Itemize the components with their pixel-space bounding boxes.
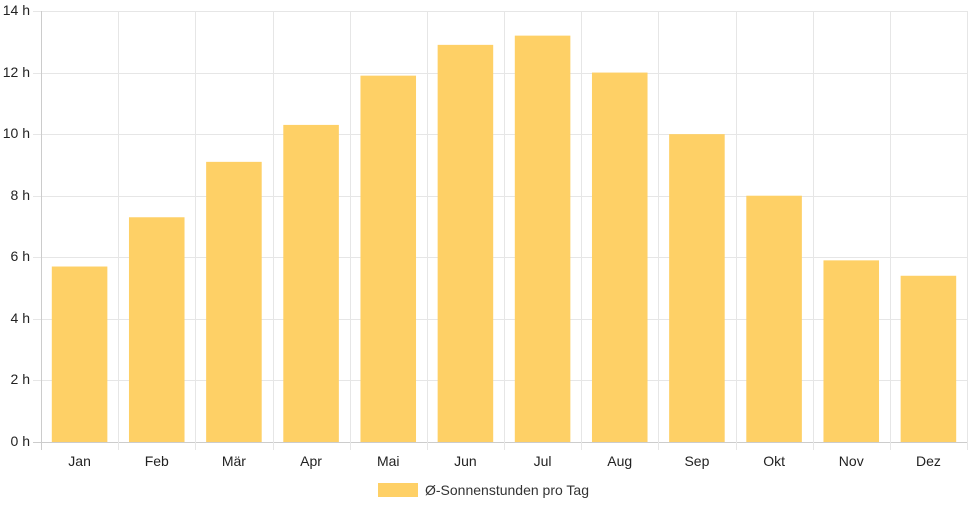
legend-label[interactable]: Ø-Sonnenstunden pro Tag — [425, 482, 589, 498]
y-tick-label: 0 h — [11, 433, 30, 449]
x-tick-label: Jun — [454, 453, 477, 469]
bar-nov[interactable] — [823, 260, 880, 442]
bar-jul[interactable] — [514, 35, 571, 442]
y-tick-label: 14 h — [3, 2, 30, 18]
bar-jun[interactable] — [437, 44, 494, 443]
x-tick-label: Jul — [534, 453, 552, 469]
x-tick-label: Jan — [68, 453, 91, 469]
grid-lines — [33, 11, 968, 450]
y-tick-label: 12 h — [3, 64, 30, 80]
legend-swatch[interactable] — [378, 483, 418, 497]
bar-jan[interactable] — [51, 266, 108, 442]
bar-apr[interactable] — [283, 124, 339, 442]
bar-sep[interactable] — [669, 134, 725, 442]
bar-aug[interactable] — [591, 72, 648, 442]
bar-dez[interactable] — [900, 275, 957, 442]
x-tick-label: Aug — [607, 453, 632, 469]
x-tick-label: Mai — [377, 453, 400, 469]
y-tick-label: 2 h — [11, 371, 30, 387]
y-tick-label: 10 h — [3, 125, 30, 141]
bar-okt[interactable] — [746, 195, 802, 442]
x-tick-label: Apr — [300, 453, 322, 469]
y-tick-label: 4 h — [11, 310, 30, 326]
x-tick-label: Feb — [145, 453, 169, 469]
bar-feb[interactable] — [128, 217, 185, 442]
x-tick-label: Dez — [916, 453, 941, 469]
bars — [51, 35, 957, 443]
bar-mär[interactable] — [206, 161, 262, 442]
x-axis-ticks: Jan Feb Mär Apr Mai Jun Jul Aug Sep Okt Nov Dez — [68, 453, 941, 469]
y-tick-label: 8 h — [11, 187, 30, 203]
x-tick-label: Sep — [684, 453, 709, 469]
x-tick-label: Nov — [839, 453, 864, 469]
x-tick-label: Okt — [763, 453, 785, 469]
bar-mai[interactable] — [360, 75, 417, 443]
y-axis-ticks: 0 h 2 h 4 h 6 h 8 h 10 h 12 h 14 h — [3, 2, 30, 449]
y-tick-label: 6 h — [11, 248, 30, 264]
x-tick-label: Mär — [222, 453, 246, 469]
legend[interactable]: Ø-Sonnenstunden pro Tag — [378, 482, 589, 498]
